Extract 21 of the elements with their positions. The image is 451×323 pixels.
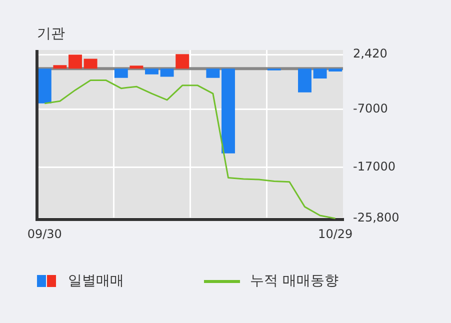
y-tick-label: -17000 [353,159,396,174]
legend-label: 누적 매매동향 [250,272,338,290]
y-tick-label: 2,420 [353,46,388,61]
bar [68,54,82,69]
bar [84,58,98,69]
bar [53,65,67,69]
bar [145,68,158,74]
x-tick-label: 10/29 [318,226,353,241]
legend-label: 일별매매 [68,272,124,290]
bar [160,68,174,77]
bar [38,68,52,104]
y-tick-label: -25,800 [353,210,400,225]
y-tick-label: -7000 [353,101,388,116]
bar [222,68,235,154]
bar [114,68,128,78]
chart-title: 기관 [37,25,65,43]
x-tick-label: 09/30 [27,226,62,241]
bar [206,68,220,78]
bar [176,54,190,69]
bar [130,66,144,69]
bar [298,68,312,92]
